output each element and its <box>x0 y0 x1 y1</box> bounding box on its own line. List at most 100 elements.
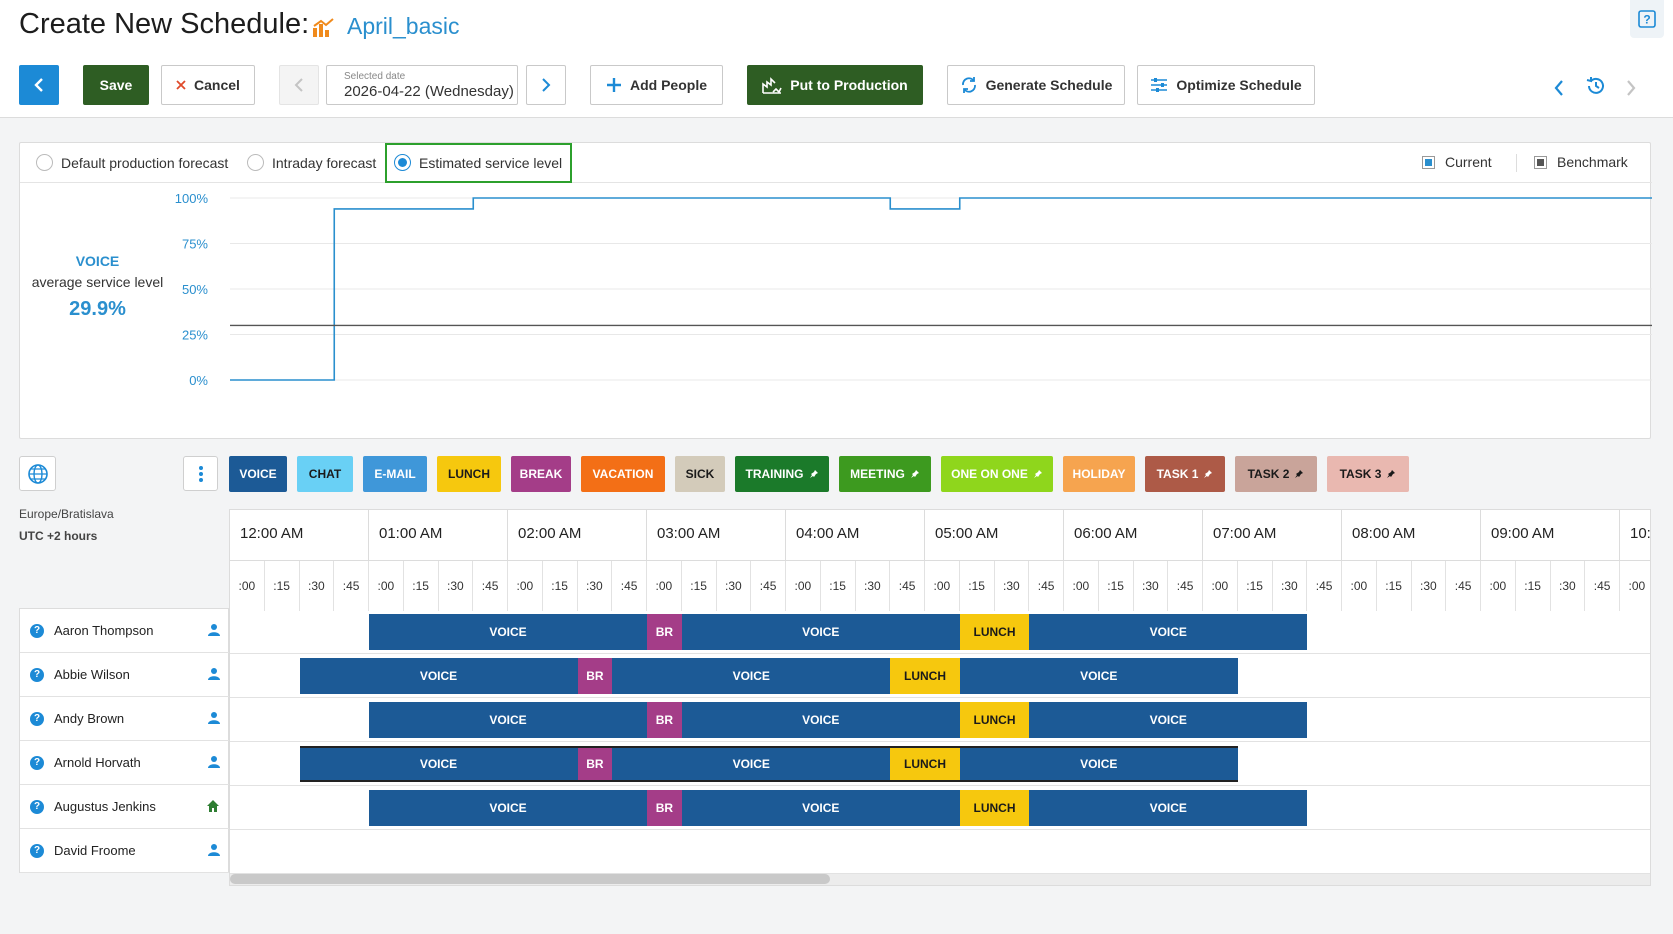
next-date-button[interactable] <box>526 65 566 105</box>
more-options-button[interactable] <box>183 456 218 491</box>
person-row[interactable]: ? Andy Brown <box>20 697 230 741</box>
generate-schedule-button[interactable]: Generate Schedule <box>947 65 1125 105</box>
shift-segment-voice[interactable]: VOICE <box>369 790 647 826</box>
shift-segment-voice[interactable]: VOICE <box>681 790 960 826</box>
schedule-row: VOICE BR VOICE LUNCH VOICE <box>230 742 1650 786</box>
radio-button[interactable] <box>36 154 53 171</box>
quarter-header: :30 <box>578 561 613 611</box>
legend-current[interactable]: Current <box>1422 154 1492 170</box>
help-icon[interactable]: ? <box>30 799 44 814</box>
date-picker[interactable]: Selected date 2026-04-22 (Wednesday) <box>326 65 518 105</box>
shift-segment-br[interactable]: BR <box>577 746 613 782</box>
activity-chip-voice[interactable]: VOICE <box>229 456 287 492</box>
history-forward-icon[interactable] <box>1625 80 1637 96</box>
close-icon <box>176 80 186 90</box>
shift-segment-br[interactable]: BR <box>577 658 613 694</box>
activity-chip-task-1[interactable]: TASK 1 <box>1145 456 1225 492</box>
help-button[interactable]: ? <box>1630 0 1664 38</box>
person-row[interactable]: ? David Froome <box>20 829 230 873</box>
help-icon[interactable]: ? <box>30 667 44 682</box>
shift-segment-voice[interactable]: VOICE <box>959 746 1238 782</box>
save-button[interactable]: Save <box>83 65 149 105</box>
activity-chip-meeting[interactable]: MEETING <box>839 456 931 492</box>
shift-segment-voice[interactable]: VOICE <box>612 658 891 694</box>
quarter-header: :45 <box>1168 561 1203 611</box>
shift-segment-br[interactable]: BR <box>647 790 682 826</box>
radio-button[interactable] <box>247 154 264 171</box>
shift-segment-voice[interactable]: VOICE <box>299 746 578 782</box>
quarter-header: :30 <box>1551 561 1586 611</box>
quarter-header: :45 <box>473 561 508 611</box>
back-button[interactable] <box>19 65 59 105</box>
schedule-grid: 12:00 AM 01:00 AM 02:00 AM 03:00 AM 04:00 AM… <box>229 509 1651 886</box>
put-to-production-button[interactable]: Put to Production <box>747 65 923 105</box>
activity-chip-vacation[interactable]: VACATION <box>581 456 665 492</box>
timezone-button[interactable] <box>19 456 56 491</box>
activity-chip-training[interactable]: TRAINING <box>735 456 829 492</box>
shift-segment-voice[interactable]: VOICE <box>612 746 891 782</box>
activity-chip-chat[interactable]: CHAT <box>297 456 353 492</box>
quarter-header: :15 <box>404 561 439 611</box>
shift-segment-voice[interactable]: VOICE <box>681 702 960 738</box>
radio-default-production-forecast[interactable]: Default production forecast <box>36 154 228 171</box>
add-people-button[interactable]: Add People <box>590 65 723 105</box>
legend-benchmark[interactable]: Benchmark <box>1534 154 1628 170</box>
activity-chip-lunch[interactable]: LUNCH <box>437 456 501 492</box>
generate-schedule-label: Generate Schedule <box>985 77 1113 93</box>
help-icon[interactable]: ? <box>30 843 44 858</box>
person-row[interactable]: ? Arnold Horvath <box>20 741 230 785</box>
help-icon[interactable]: ? <box>30 711 44 726</box>
quarter-header: :00 <box>786 561 821 611</box>
horizontal-scrollbar[interactable] <box>230 873 1650 885</box>
shift-segment-voice[interactable]: VOICE <box>299 658 578 694</box>
optimize-schedule-label: Optimize Schedule <box>1176 77 1302 93</box>
optimize-schedule-button[interactable]: Optimize Schedule <box>1137 65 1315 105</box>
quarter-header: :15 <box>265 561 300 611</box>
quarter-header: :15 <box>682 561 717 611</box>
radio-intraday-forecast[interactable]: Intraday forecast <box>247 154 376 171</box>
shift-segment-voice[interactable]: VOICE <box>369 702 647 738</box>
shift-segment-voice[interactable]: VOICE <box>1029 614 1308 650</box>
activity-chip-e-mail[interactable]: E-MAIL <box>363 456 427 492</box>
help-icon[interactable]: ? <box>30 755 44 770</box>
shift-segment-voice[interactable]: VOICE <box>1029 790 1308 826</box>
person-row[interactable]: ? Augustus Jenkins <box>20 785 230 829</box>
history-back-icon[interactable] <box>1553 80 1565 96</box>
shift-segment-br[interactable]: BR <box>647 614 682 650</box>
quarter-header: :30 <box>439 561 474 611</box>
schedule-name[interactable]: April_basic <box>347 13 460 39</box>
shift-segment-lunch[interactable]: LUNCH <box>959 614 1030 650</box>
activity-chip-sick[interactable]: SICK <box>675 456 725 492</box>
help-icon[interactable]: ? <box>30 623 44 638</box>
shift-segment-voice[interactable]: VOICE <box>1029 702 1308 738</box>
quarter-header: :00 <box>647 561 682 611</box>
person-name: Aaron Thompson <box>54 623 154 638</box>
cancel-button[interactable]: Cancel <box>161 65 255 105</box>
person-icon <box>208 667 220 683</box>
previous-date-button[interactable] <box>279 65 319 105</box>
history-icon[interactable] <box>1585 75 1607 97</box>
quarter-header: :15 <box>1099 561 1134 611</box>
person-row[interactable]: ? Abbie Wilson <box>20 653 230 697</box>
shift-segment-lunch[interactable]: LUNCH <box>959 790 1030 826</box>
shift-segment-voice[interactable]: VOICE <box>681 614 960 650</box>
activity-chip-task-2[interactable]: TASK 2 <box>1235 456 1317 492</box>
radio-estimated-service-level[interactable]: Estimated service level <box>394 154 562 171</box>
scrollbar-thumb[interactable] <box>230 874 830 884</box>
activity-chip-holiday[interactable]: HOLIDAY <box>1063 456 1135 492</box>
activity-chip-task-3[interactable]: TASK 3 <box>1327 456 1409 492</box>
quarter-header: :45 <box>1585 561 1620 611</box>
shift-segment-br[interactable]: BR <box>647 702 682 738</box>
shift-segment-lunch[interactable]: LUNCH <box>890 658 960 694</box>
shift-segment-lunch[interactable]: LUNCH <box>959 702 1030 738</box>
person-row[interactable]: ? Aaron Thompson <box>20 609 230 653</box>
hour-header: 06:00 AM <box>1064 510 1203 560</box>
radio-button-selected[interactable] <box>394 154 411 171</box>
radio-label: Estimated service level <box>419 154 563 171</box>
shift-segment-voice[interactable]: VOICE <box>369 614 647 650</box>
quarter-header: :15 <box>1377 561 1412 611</box>
shift-segment-lunch[interactable]: LUNCH <box>890 746 960 782</box>
activity-chip-break[interactable]: BREAK <box>511 456 571 492</box>
shift-segment-voice[interactable]: VOICE <box>959 658 1238 694</box>
activity-chip-one-on-one[interactable]: ONE ON ONE <box>941 456 1053 492</box>
